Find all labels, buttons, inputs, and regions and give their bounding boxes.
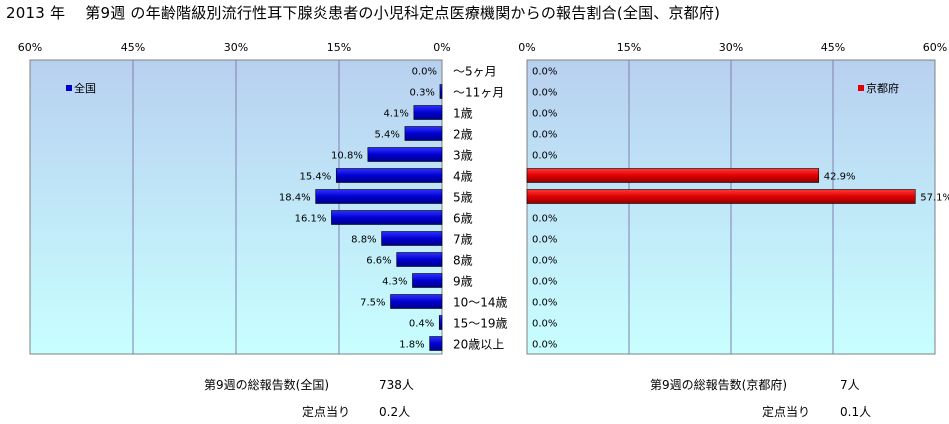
- bar: [404, 126, 443, 141]
- kyoto-total-value: 7人: [840, 378, 860, 392]
- kyoto-per-label: 定点当り: [762, 405, 811, 419]
- legend-label: 全国: [74, 81, 96, 95]
- bar: [429, 336, 443, 351]
- data-label: 42.9%: [824, 172, 856, 183]
- data-label: 4.3%: [382, 277, 407, 288]
- data-label: 6.6%: [366, 256, 391, 267]
- x-tick-label: 60%: [923, 41, 947, 54]
- data-label: 0.0%: [532, 151, 557, 162]
- category-label: 7歳: [453, 233, 473, 247]
- category-label: 2歳: [453, 128, 473, 142]
- bar: [381, 231, 443, 246]
- category-label: 10～14歳: [453, 296, 508, 310]
- data-label: 0.0%: [532, 277, 557, 288]
- data-label: 5.4%: [375, 130, 400, 141]
- data-label: 0.0%: [532, 319, 557, 330]
- data-label: 0.0%: [412, 67, 437, 78]
- bar: [526, 168, 820, 183]
- category-label: ～5ヶ月: [453, 65, 497, 79]
- bar: [413, 105, 443, 120]
- data-label: 0.0%: [532, 214, 557, 225]
- bar: [526, 189, 916, 204]
- data-label: 0.0%: [532, 235, 557, 246]
- x-tick-label: 0%: [518, 41, 535, 54]
- x-tick-label: 60%: [18, 41, 42, 54]
- legend-swatch: [858, 85, 864, 91]
- legend-swatch: [66, 85, 72, 91]
- data-label: 0.0%: [532, 256, 557, 267]
- bar: [331, 210, 443, 225]
- category-label: 4歳: [453, 170, 473, 184]
- chart-canvas: 60% 45% 30% 15% 0% 0.0% 0.3%4.1% 5.4% 10.8%15.4%…: [18, 41, 949, 355]
- x-tick-label: 45%: [821, 41, 845, 54]
- category-label: 15～19歳: [453, 317, 508, 331]
- data-label: 10.8%: [331, 151, 363, 162]
- x-tick-label: 30%: [224, 41, 248, 54]
- category-label: 3歳: [453, 149, 473, 163]
- category-label: 6歳: [453, 212, 473, 226]
- category-label: 8歳: [453, 254, 473, 268]
- bar: [390, 294, 443, 309]
- x-tick-label: 30%: [719, 41, 743, 54]
- kyoto-total-label: 第9週の総報告数(京都府): [650, 378, 787, 392]
- x-tick-label: 45%: [121, 41, 145, 54]
- bar: [367, 147, 443, 162]
- national-per-value: 0.2人: [379, 405, 411, 419]
- data-label: 18.4%: [279, 193, 311, 204]
- category-label: 20歳以上: [453, 338, 504, 352]
- data-label: 0.0%: [532, 130, 557, 141]
- data-label: 16.1%: [295, 214, 327, 225]
- x-tick-label: 15%: [617, 41, 641, 54]
- data-label: 4.1%: [383, 109, 408, 120]
- category-labels: ～5ヶ月 ～11ヶ月 1歳 2歳 3歳 4歳 5歳 6歳 7歳 8歳 9歳 10～14歳 15～19歳 2…: [453, 65, 508, 352]
- national-total-value: 738人: [379, 378, 414, 392]
- national-per-label: 定点当り: [302, 405, 351, 419]
- x-tick-label: 15%: [327, 41, 351, 54]
- data-label: 0.3%: [410, 88, 435, 99]
- kyoto-chart: 0% 15% 30% 45% 60% 0.0% 0.0% 0.0% 0.0% 0.0% 42.9% 5…: [518, 41, 949, 355]
- data-label: 0.0%: [532, 340, 557, 351]
- data-label: 1.8%: [399, 340, 424, 351]
- bar: [438, 315, 443, 330]
- chart-title: 2013 年 第9週 の年齢階級別流行性耳下腺炎患者の小児科定点医療機関からの報…: [6, 4, 721, 22]
- bar: [439, 84, 443, 99]
- data-label: 0.0%: [532, 298, 557, 309]
- bar: [396, 252, 443, 267]
- bar: [315, 189, 443, 204]
- bar: [412, 273, 443, 288]
- legend-label: 京都府: [866, 81, 899, 95]
- data-label: 8.8%: [351, 235, 376, 246]
- data-label: 0.0%: [532, 109, 557, 120]
- data-label: 0.0%: [532, 88, 557, 99]
- national-total-label: 第9週の総報告数(全国): [204, 378, 329, 392]
- data-label: 0.0%: [532, 67, 557, 78]
- x-tick-label: 0%: [433, 41, 450, 54]
- kyoto-per-value: 0.1人: [840, 405, 872, 419]
- bar: [335, 168, 443, 183]
- category-label: ～11ヶ月: [453, 86, 504, 100]
- data-label: 0.4%: [409, 319, 434, 330]
- category-label: 9歳: [453, 275, 473, 289]
- data-label: 7.5%: [360, 298, 385, 309]
- category-label: 5歳: [453, 191, 473, 205]
- data-label: 15.4%: [299, 172, 331, 183]
- data-label: 57.1%: [920, 193, 949, 204]
- category-label: 1歳: [453, 107, 473, 121]
- national-chart: 60% 45% 30% 15% 0% 0.0% 0.3%4.1% 5.4% 10.8%15.4%…: [18, 41, 451, 355]
